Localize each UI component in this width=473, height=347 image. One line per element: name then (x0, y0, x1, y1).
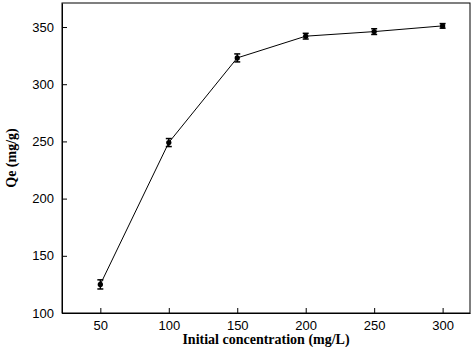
x-tick-label: 300 (432, 318, 454, 333)
x-tick-mark (100, 308, 101, 313)
data-point (303, 34, 308, 39)
x-tick: 150 (227, 308, 249, 333)
x-tick-label: 150 (227, 318, 249, 333)
x-tick: 100 (158, 308, 180, 333)
y-tick-label: 200 (32, 191, 54, 206)
x-tick-label: 200 (295, 318, 317, 333)
plot: 50 100 150 200 250 300 100 150 200 250 300 350 (32, 3, 470, 333)
x-tick-label: 100 (158, 318, 180, 333)
data-line (100, 26, 442, 285)
x-tick-mark (169, 308, 170, 313)
y-tick: 200 (32, 191, 67, 206)
y-tick-mark (62, 141, 67, 142)
x-tick: 300 (432, 308, 454, 333)
y-tick-label: 350 (32, 20, 54, 35)
y-tick: 150 (32, 248, 67, 263)
data-layer (97, 23, 445, 289)
y-tick-label: 150 (32, 248, 54, 263)
error-bar (371, 29, 377, 35)
x-axis-line (63, 313, 471, 314)
chart: 50 100 150 200 250 300 100 150 200 250 300 350 Initi… (0, 0, 473, 347)
y-tick: 350 (32, 20, 67, 35)
y-tick: 300 (32, 77, 67, 92)
y-axis: 100 150 200 250 300 350 (32, 4, 67, 321)
y-tick-mark (62, 313, 67, 314)
y-tick-mark (62, 27, 67, 28)
x-axis: 50 100 150 200 250 300 (63, 308, 471, 333)
y-tick-label: 100 (32, 306, 54, 321)
error-bar-cap (97, 288, 103, 290)
y-tick-label: 250 (32, 134, 54, 149)
y-tick-mark (62, 84, 67, 85)
x-tick: 250 (364, 308, 386, 333)
data-point (440, 23, 445, 28)
x-tick-mark (306, 308, 307, 313)
y-axis-title: Qe (mg/g) (4, 128, 20, 188)
x-tick: 50 (94, 308, 108, 333)
y-axis-line (62, 4, 63, 314)
error-bar (440, 24, 446, 29)
error-bar-cap (234, 61, 240, 63)
error-bar (166, 139, 172, 147)
y-tick-mark (62, 256, 67, 257)
data-point (166, 140, 171, 145)
error-bar-cap (234, 53, 240, 55)
x-tick-mark (443, 308, 444, 313)
x-tick: 200 (295, 308, 317, 333)
data-point (235, 55, 240, 60)
y-tick: 250 (32, 134, 67, 149)
y-tick-label: 300 (32, 77, 54, 92)
data-point (98, 282, 103, 287)
error-bar-cap (166, 146, 172, 148)
data-point (372, 29, 377, 34)
error-bar (234, 54, 240, 62)
error-bar-cap (166, 138, 172, 140)
x-axis-title: Initial concentration (mg/L) (182, 332, 350, 347)
error-bar (97, 280, 103, 289)
y-tick: 100 (32, 306, 67, 321)
error-bar-cap (97, 279, 103, 281)
x-tick-label: 50 (94, 318, 108, 333)
plot-frame (62, 3, 470, 313)
y-tick-mark (62, 199, 67, 200)
x-tick-mark (237, 308, 238, 313)
error-bar (303, 33, 309, 39)
x-tick-label: 250 (364, 318, 386, 333)
x-tick-mark (374, 308, 375, 313)
